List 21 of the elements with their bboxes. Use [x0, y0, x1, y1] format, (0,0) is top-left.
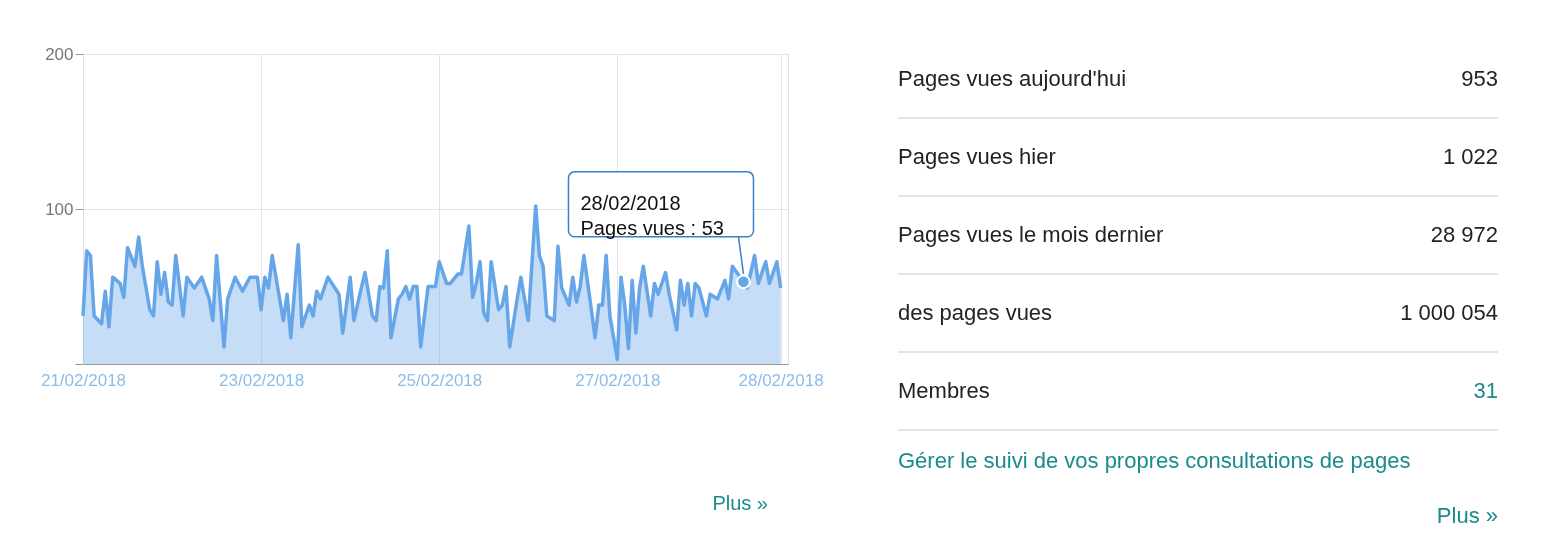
x-tick-label: 23/02/2018: [219, 370, 305, 390]
text: 31: [1473, 378, 1498, 403]
x-tick-label: 25/02/2018: [397, 370, 483, 390]
x-tick-label: 21/02/2018: [40, 370, 127, 390]
text: Plus »: [712, 492, 768, 514]
text: Pages vues aujourd'hui: [898, 66, 1127, 91]
text: 1 022: [1442, 144, 1498, 169]
text: Plus »: [1436, 503, 1498, 528]
x-tick-label: 27/02/2018: [575, 370, 661, 390]
text: 953: [1461, 66, 1498, 91]
text: 28 972: [1430, 222, 1498, 247]
text: 1 000 054: [1400, 300, 1498, 325]
text: Pages vues hier: [898, 144, 1056, 169]
text: Gérer le suivi de vos propres consultations de pages: [898, 448, 1411, 473]
x-tick-label: 28/02/2018: [738, 370, 824, 390]
text: des pages vues: [898, 300, 1053, 325]
annotation: 28/02/2018 Pages vues : 53: [580, 191, 724, 239]
y-tick-label: 100: [45, 199, 74, 219]
text: Pages vues le mois dernier: [898, 222, 1164, 247]
y-tick-label: 200: [45, 44, 74, 64]
text: Membres: [898, 378, 990, 403]
